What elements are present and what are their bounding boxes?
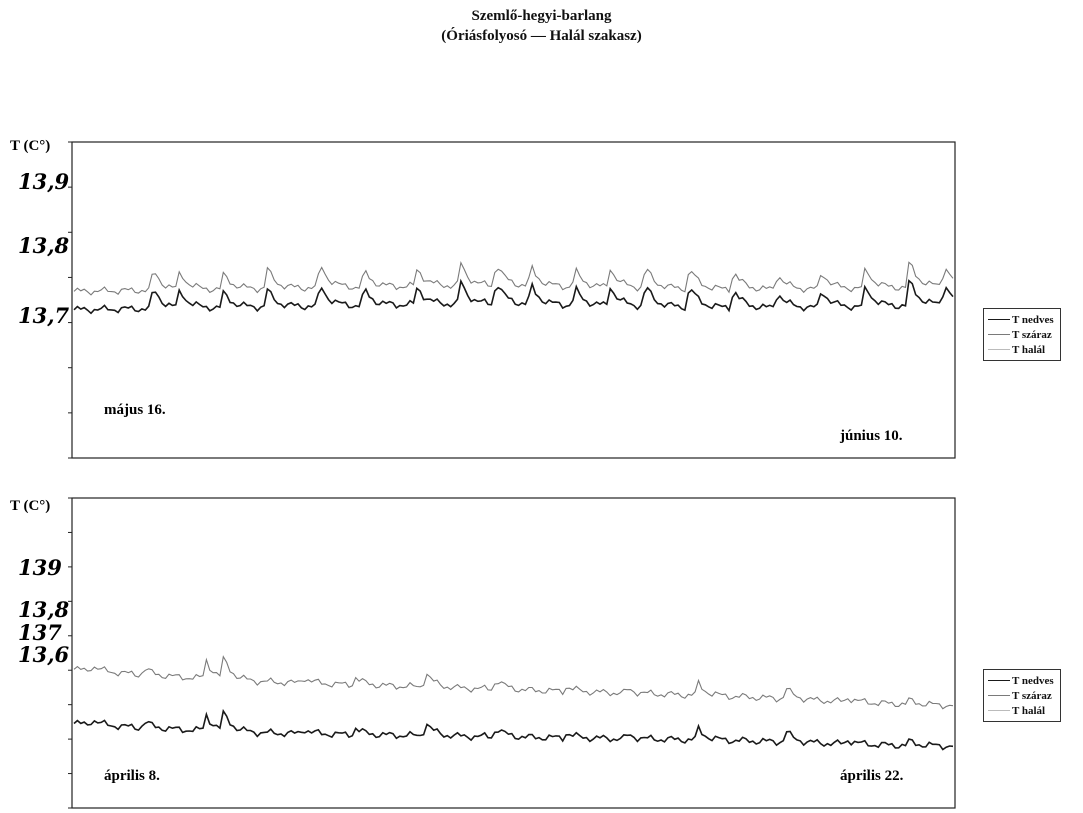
legend-label: T nedves bbox=[1012, 674, 1054, 687]
legend-entry: T halál bbox=[988, 342, 1054, 357]
legend-swatch bbox=[988, 695, 1010, 696]
legend-swatch bbox=[988, 710, 1010, 711]
legend-entry: T száraz bbox=[988, 327, 1054, 342]
legend-label: T nedves bbox=[1012, 313, 1054, 326]
legend-swatch bbox=[988, 334, 1010, 335]
x-start-label: április 8. bbox=[104, 768, 160, 784]
y-axis-label: T (C°) bbox=[10, 498, 50, 514]
legend-entry: T nedves bbox=[988, 673, 1054, 688]
y-axis-label: T (C°) bbox=[10, 138, 50, 154]
y-tick-label: 13,6 bbox=[18, 642, 70, 667]
x-start-label: május 16. bbox=[104, 402, 166, 418]
chart-0: T (C°) 13,9 13,8 13,7 május 16. június 10. bbox=[10, 138, 956, 459]
chart-subtitle: (Óriásfolyosó — Halál szakasz) bbox=[441, 28, 642, 44]
series-line-t-nedves bbox=[73, 708, 954, 751]
legend-label: T halál bbox=[1012, 343, 1046, 356]
y-tick-label: 13,9 bbox=[18, 169, 70, 194]
series-line-t-száraz bbox=[73, 260, 954, 296]
legend-entry: T nedves bbox=[988, 312, 1054, 327]
chart-title: Szemlő-hegyi-barlang bbox=[471, 8, 612, 24]
y-tick-label: 13,8 bbox=[18, 597, 70, 622]
legend-label: T száraz bbox=[1012, 328, 1052, 341]
series-line-t-száraz bbox=[73, 655, 954, 710]
y-tick-label: 13,7 bbox=[18, 303, 70, 328]
y-tick-label: 137 bbox=[18, 620, 62, 645]
legend-top: T nedves T száraz T halál bbox=[983, 308, 1061, 361]
legend-entry: T halál bbox=[988, 703, 1054, 718]
y-tick-label: 13,8 bbox=[18, 233, 70, 258]
plot-area bbox=[71, 141, 956, 459]
y-tick-label: 139 bbox=[18, 555, 62, 580]
legend-label: T száraz bbox=[1012, 689, 1052, 702]
x-end-label: június 10. bbox=[839, 428, 903, 444]
legend-swatch bbox=[988, 680, 1010, 681]
legend-entry: T száraz bbox=[988, 688, 1054, 703]
legend-swatch bbox=[988, 319, 1010, 320]
x-end-label: április 22. bbox=[840, 768, 904, 784]
legend-bottom: T nedves T száraz T halál bbox=[983, 669, 1061, 722]
legend-label: T halál bbox=[1012, 704, 1046, 717]
plot-area bbox=[71, 497, 956, 809]
legend-swatch bbox=[988, 349, 1010, 350]
series-line-t-nedves bbox=[73, 278, 954, 315]
page-title: Szemlő-hegyi-barlang (Óriásfolyosó — Hal… bbox=[0, 6, 1083, 46]
